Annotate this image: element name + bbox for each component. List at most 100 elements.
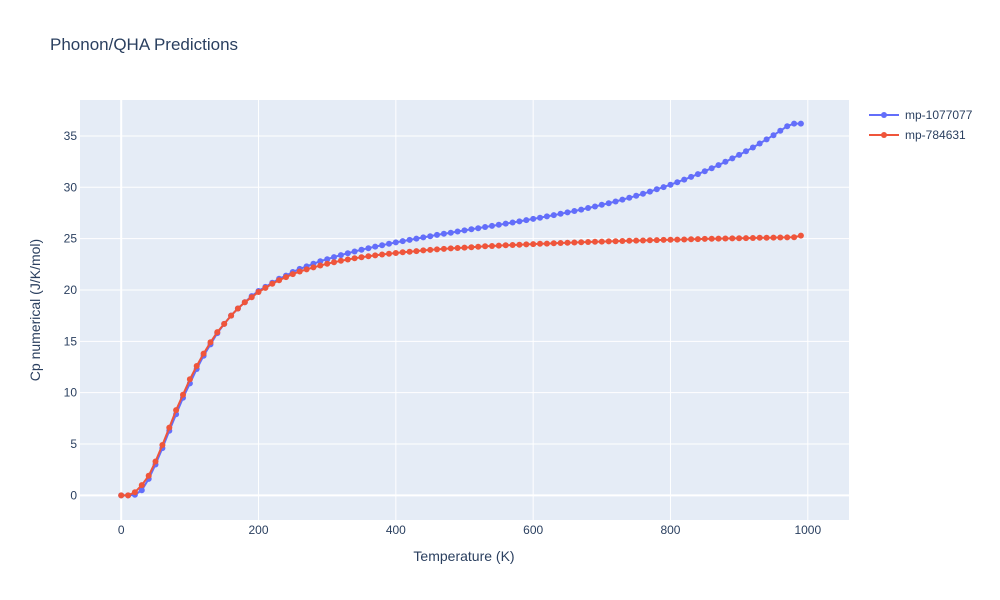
data-point[interactable] xyxy=(701,168,708,175)
data-point[interactable] xyxy=(468,244,475,251)
data-point[interactable] xyxy=(447,245,454,252)
data-point[interactable] xyxy=(317,258,324,265)
data-point[interactable] xyxy=(530,215,537,222)
data-point[interactable] xyxy=(571,239,578,246)
data-point[interactable] xyxy=(159,442,166,448)
data-point[interactable] xyxy=(475,243,482,250)
data-point[interactable] xyxy=(392,250,399,256)
data-point[interactable] xyxy=(482,243,489,250)
data-point[interactable] xyxy=(640,190,646,197)
data-point[interactable] xyxy=(688,173,695,180)
data-point[interactable] xyxy=(420,247,427,254)
data-point[interactable] xyxy=(585,239,592,245)
data-point[interactable] xyxy=(749,235,756,241)
data-point[interactable] xyxy=(283,274,289,281)
data-point[interactable] xyxy=(557,210,564,217)
data-point[interactable] xyxy=(674,179,681,186)
data-point[interactable] xyxy=(715,162,722,169)
data-point[interactable] xyxy=(633,192,640,199)
data-point[interactable] xyxy=(365,253,372,260)
data-point[interactable] xyxy=(351,248,358,255)
data-point[interactable] xyxy=(516,218,523,225)
data-point[interactable] xyxy=(502,220,509,227)
data-point[interactable] xyxy=(344,256,351,263)
data-point[interactable] xyxy=(592,203,598,210)
data-point[interactable] xyxy=(537,240,543,247)
data-point[interactable] xyxy=(228,312,235,319)
data-point[interactable] xyxy=(688,236,695,243)
data-point[interactable] xyxy=(454,245,461,251)
data-point[interactable] xyxy=(276,277,283,284)
data-point[interactable] xyxy=(186,376,193,383)
data-point[interactable] xyxy=(269,280,276,287)
data-point[interactable] xyxy=(743,235,749,242)
data-point[interactable] xyxy=(406,248,413,255)
data-point[interactable] xyxy=(331,254,337,261)
data-point[interactable] xyxy=(358,254,365,261)
data-point[interactable] xyxy=(564,209,571,216)
data-point[interactable] xyxy=(777,127,784,134)
data-point[interactable] xyxy=(674,236,681,243)
data-point[interactable] xyxy=(791,234,798,241)
data-point[interactable] xyxy=(138,487,145,494)
data-point[interactable] xyxy=(763,234,770,241)
data-point[interactable] xyxy=(234,305,241,312)
data-point[interactable] xyxy=(173,407,180,414)
data-point[interactable] xyxy=(502,242,509,249)
data-point[interactable] xyxy=(543,213,550,220)
data-point[interactable] xyxy=(653,186,660,193)
data-point[interactable] xyxy=(118,492,125,499)
data-point[interactable] xyxy=(612,238,619,245)
data-point[interactable] xyxy=(420,234,427,241)
data-point[interactable] xyxy=(797,120,804,127)
data-point[interactable] xyxy=(763,136,770,143)
data-point[interactable] xyxy=(461,227,468,234)
data-point[interactable] xyxy=(207,339,214,346)
data-point[interactable] xyxy=(344,250,351,257)
data-point[interactable] xyxy=(427,246,434,253)
data-point[interactable] xyxy=(797,232,804,239)
data-point[interactable] xyxy=(694,236,701,243)
data-point[interactable] xyxy=(461,244,468,251)
data-point[interactable] xyxy=(626,237,633,244)
data-point[interactable] xyxy=(605,200,612,207)
data-point[interactable] xyxy=(372,243,379,250)
data-point[interactable] xyxy=(592,238,598,245)
data-point[interactable] xyxy=(447,229,454,236)
data-point[interactable] xyxy=(770,132,777,139)
data-point[interactable] xyxy=(701,235,708,242)
data-point[interactable] xyxy=(646,188,653,195)
data-point[interactable] xyxy=(296,268,303,275)
data-point[interactable] xyxy=(482,224,489,230)
data-point[interactable] xyxy=(633,237,640,244)
data-point[interactable] xyxy=(255,289,262,295)
data-point[interactable] xyxy=(571,208,578,214)
data-point[interactable] xyxy=(578,206,585,213)
legend-item-mp-784631[interactable]: mp-784631 xyxy=(869,128,966,142)
data-point[interactable] xyxy=(715,235,722,242)
data-point[interactable] xyxy=(756,140,763,147)
data-point[interactable] xyxy=(537,214,543,221)
data-point[interactable] xyxy=(681,236,688,243)
data-point[interactable] xyxy=(530,241,537,248)
data-point[interactable] xyxy=(550,212,557,219)
data-point[interactable] xyxy=(578,239,585,246)
data-point[interactable] xyxy=(454,228,461,235)
data-point[interactable] xyxy=(262,284,269,291)
data-point[interactable] xyxy=(694,171,701,178)
data-point[interactable] xyxy=(516,241,523,248)
data-point[interactable] xyxy=(660,236,667,243)
data-point[interactable] xyxy=(406,236,413,243)
data-point[interactable] xyxy=(495,242,502,249)
data-point[interactable] xyxy=(200,350,207,357)
legend-item-mp-1077077[interactable]: mp-1077077 xyxy=(869,108,973,122)
data-point[interactable] xyxy=(386,240,392,247)
data-point[interactable] xyxy=(667,236,674,243)
data-point[interactable] xyxy=(509,219,516,226)
data-point[interactable] xyxy=(303,266,310,273)
data-point[interactable] xyxy=(619,196,626,203)
data-point[interactable] xyxy=(791,120,798,127)
data-point[interactable] xyxy=(399,238,406,245)
data-point[interactable] xyxy=(324,256,331,263)
data-point[interactable] xyxy=(434,231,440,238)
